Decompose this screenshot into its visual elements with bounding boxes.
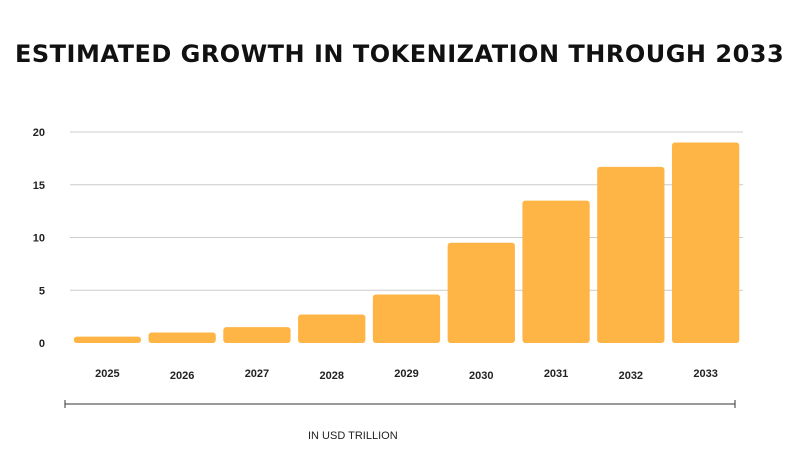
bar-2031 — [522, 200, 590, 343]
chart-title: ESTIMATED GROWTH IN TOKENIZATION THROUGH… — [15, 40, 785, 68]
bar-2026 — [148, 332, 216, 343]
y-tick-label: 20 — [33, 127, 45, 139]
y-tick-label: 15 — [33, 180, 45, 192]
x-tick-label-2027: 2027 — [245, 368, 269, 380]
bar-2028 — [298, 314, 366, 343]
x-tick-label-2026: 2026 — [170, 370, 194, 382]
x-tick-label-2032: 2032 — [619, 370, 643, 382]
y-tick-labels: 0 5 10 15 20 — [33, 127, 45, 350]
x-axis-bracket — [64, 400, 736, 408]
x-tick-label-2033: 2033 — [693, 368, 717, 380]
x-axis-label: IN USD TRILLION — [308, 430, 398, 442]
bar-2027 — [223, 327, 291, 343]
x-tick-label-2028: 2028 — [319, 370, 343, 382]
x-tick-labels: 2025 2026 2027 2028 2029 2030 2031 2032 2033 — [95, 368, 718, 382]
bar-2032 — [597, 166, 665, 343]
bar-2033 — [671, 142, 740, 343]
y-tick-label: 0 — [39, 338, 45, 350]
bar-2025 — [73, 336, 142, 343]
x-tick-label-2029: 2029 — [394, 368, 418, 380]
x-tick-label-2025: 2025 — [95, 368, 119, 380]
bars — [73, 142, 740, 343]
y-tick-label: 10 — [33, 233, 45, 245]
x-tick-label-2030: 2030 — [469, 370, 493, 382]
bar-2030 — [447, 242, 515, 343]
bar-2029 — [372, 294, 441, 343]
x-tick-label-2031: 2031 — [544, 368, 568, 380]
y-tick-label: 5 — [39, 285, 45, 297]
